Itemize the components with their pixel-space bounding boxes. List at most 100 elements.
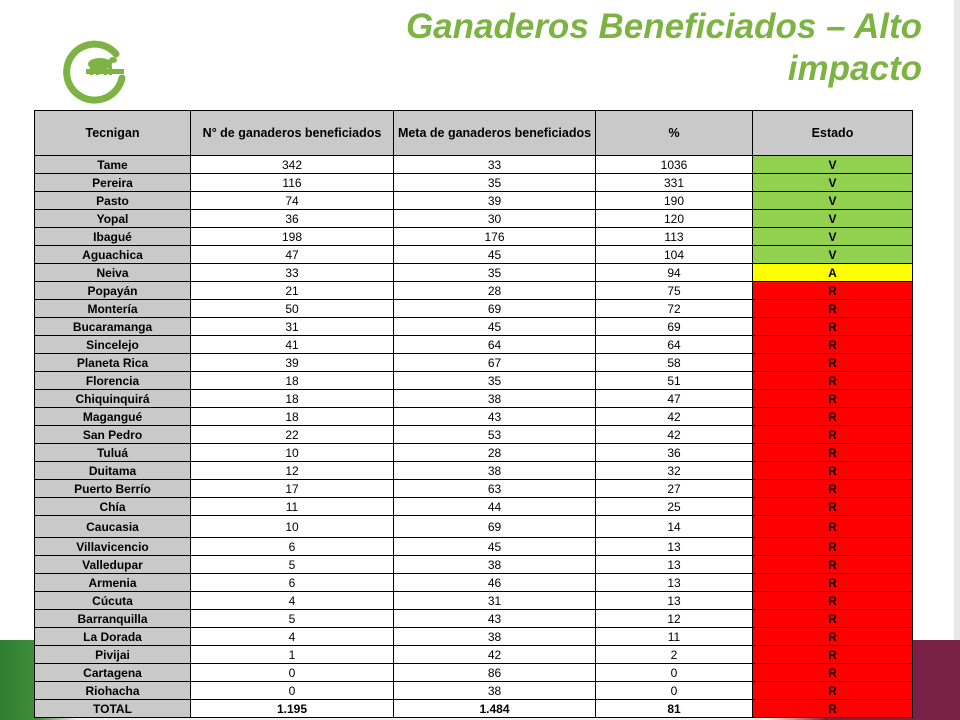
cell-tecnigan: Sincelejo xyxy=(34,335,191,354)
cell-meta: 31 xyxy=(393,591,596,610)
cell-estado: R xyxy=(752,515,913,538)
cell-estado: R xyxy=(752,627,913,646)
cell-percent: 0 xyxy=(595,681,753,700)
cell-meta: 35 xyxy=(393,173,596,192)
cell-estado: R xyxy=(752,609,913,628)
cell-percent: 104 xyxy=(595,245,753,264)
cell-meta: 42 xyxy=(393,645,596,664)
cell-estado: R xyxy=(752,663,913,682)
cell-percent: 2 xyxy=(595,645,753,664)
right-border xyxy=(954,0,960,720)
cell-meta: 38 xyxy=(393,389,596,408)
cell-beneficiados: 50 xyxy=(190,299,394,318)
cell-beneficiados: 39 xyxy=(190,353,394,372)
cell-beneficiados: 74 xyxy=(190,191,394,210)
cell-meta: 63 xyxy=(393,479,596,498)
cell-meta: 43 xyxy=(393,609,596,628)
table-row: Pivijai 1 42 2 R xyxy=(34,645,913,664)
table-row: Pereira 116 35 331 V xyxy=(34,173,913,192)
cell-tecnigan: Cúcuta xyxy=(34,591,191,610)
cell-estado: R xyxy=(752,537,913,556)
cell-tecnigan: San Pedro xyxy=(34,425,191,444)
cell-tecnigan: Neiva xyxy=(34,263,191,282)
cell-percent: 42 xyxy=(595,407,753,426)
cell-percent: 27 xyxy=(595,479,753,498)
cell-tecnigan: Tuluá xyxy=(34,443,191,462)
cell-beneficiados: 116 xyxy=(190,173,394,192)
cell-tecnigan: Montería xyxy=(34,299,191,318)
table-row: La Dorada 4 38 11 R xyxy=(34,627,913,646)
cell-percent: 72 xyxy=(595,299,753,318)
cell-estado: V xyxy=(752,155,913,174)
cell-estado: V xyxy=(752,173,913,192)
cell-percent: 58 xyxy=(595,353,753,372)
cell-beneficiados: 36 xyxy=(190,209,394,228)
cell-beneficiados: 198 xyxy=(190,227,394,246)
cell-tecnigan: Caucasia xyxy=(34,515,191,538)
cell-tecnigan: Florencia xyxy=(34,371,191,390)
cell-estado: R xyxy=(752,645,913,664)
cell-tecnigan: Chía xyxy=(34,497,191,516)
cell-estado: R xyxy=(752,281,913,300)
table-row: Chía 11 44 25 R xyxy=(34,497,913,516)
cell-tecnigan: Ibagué xyxy=(34,227,191,246)
cell-beneficiados: 0 xyxy=(190,663,394,682)
cell-meta: 35 xyxy=(393,371,596,390)
cell-beneficiados: 18 xyxy=(190,407,394,426)
cell-percent: 13 xyxy=(595,573,753,592)
cell-beneficiados: 41 xyxy=(190,335,394,354)
cell-estado: R xyxy=(752,681,913,700)
cell-beneficiados: 342 xyxy=(190,155,394,174)
cell-beneficiados: 6 xyxy=(190,573,394,592)
cell-beneficiados: 10 xyxy=(190,443,394,462)
cell-percent: 47 xyxy=(595,389,753,408)
cell-tecnigan: Riohacha xyxy=(34,681,191,700)
cell-tecnigan: Magangué xyxy=(34,407,191,426)
table-row: Magangué 18 43 42 R xyxy=(34,407,913,426)
cell-tecnigan: Barranquilla xyxy=(34,609,191,628)
cell-tecnigan: Pivijai xyxy=(34,645,191,664)
cell-beneficiados: 5 xyxy=(190,555,394,574)
cell-percent: 13 xyxy=(595,537,753,556)
table-total-row: TOTAL 1.195 1.484 81 R xyxy=(34,699,913,718)
cell-beneficiados: 33 xyxy=(190,263,394,282)
table-body: Tame 342 33 1036 V Pereira 116 35 331 V Pasto 74 39 1… xyxy=(34,155,913,718)
cell-estado: R xyxy=(752,555,913,574)
cell-estado: R xyxy=(752,425,913,444)
cell-estado: V xyxy=(752,209,913,228)
cell-meta: 39 xyxy=(393,191,596,210)
cell-beneficiados: 11 xyxy=(190,497,394,516)
cell-beneficiados: 4 xyxy=(190,591,394,610)
cell-tecnigan: Aguachica xyxy=(34,245,191,264)
cell-estado: R xyxy=(752,317,913,336)
header-tecnigan: Tecnigan xyxy=(34,110,191,156)
cell-percent: 120 xyxy=(595,209,753,228)
cell-beneficiados: 47 xyxy=(190,245,394,264)
cell-estado: R xyxy=(752,497,913,516)
cell-meta: 46 xyxy=(393,573,596,592)
cell-tecnigan: Duitama xyxy=(34,461,191,480)
cell-tecnigan: Villavicencio xyxy=(34,537,191,556)
total-cell-percent: 81 xyxy=(595,699,753,718)
cell-estado: R xyxy=(752,591,913,610)
header-meta: Meta de ganaderos beneficiados xyxy=(393,110,596,156)
table-row: Villavicencio 6 45 13 R xyxy=(34,537,913,556)
cell-beneficiados: 10 xyxy=(190,515,394,538)
total-cell-estado: R xyxy=(752,699,913,718)
cell-percent: 51 xyxy=(595,371,753,390)
cell-beneficiados: 31 xyxy=(190,317,394,336)
cell-estado: V xyxy=(752,191,913,210)
table-row: San Pedro 22 53 42 R xyxy=(34,425,913,444)
cell-estado: R xyxy=(752,389,913,408)
cell-percent: 331 xyxy=(595,173,753,192)
cell-meta: 176 xyxy=(393,227,596,246)
cell-tecnigan: Armenia xyxy=(34,573,191,592)
cell-percent: 64 xyxy=(595,335,753,354)
cell-estado: R xyxy=(752,479,913,498)
cell-estado: R xyxy=(752,443,913,462)
cell-tecnigan: Valledupar xyxy=(34,555,191,574)
cell-meta: 86 xyxy=(393,663,596,682)
cell-tecnigan: Planeta Rica xyxy=(34,353,191,372)
cell-beneficiados: 18 xyxy=(190,371,394,390)
cell-beneficiados: 5 xyxy=(190,609,394,628)
